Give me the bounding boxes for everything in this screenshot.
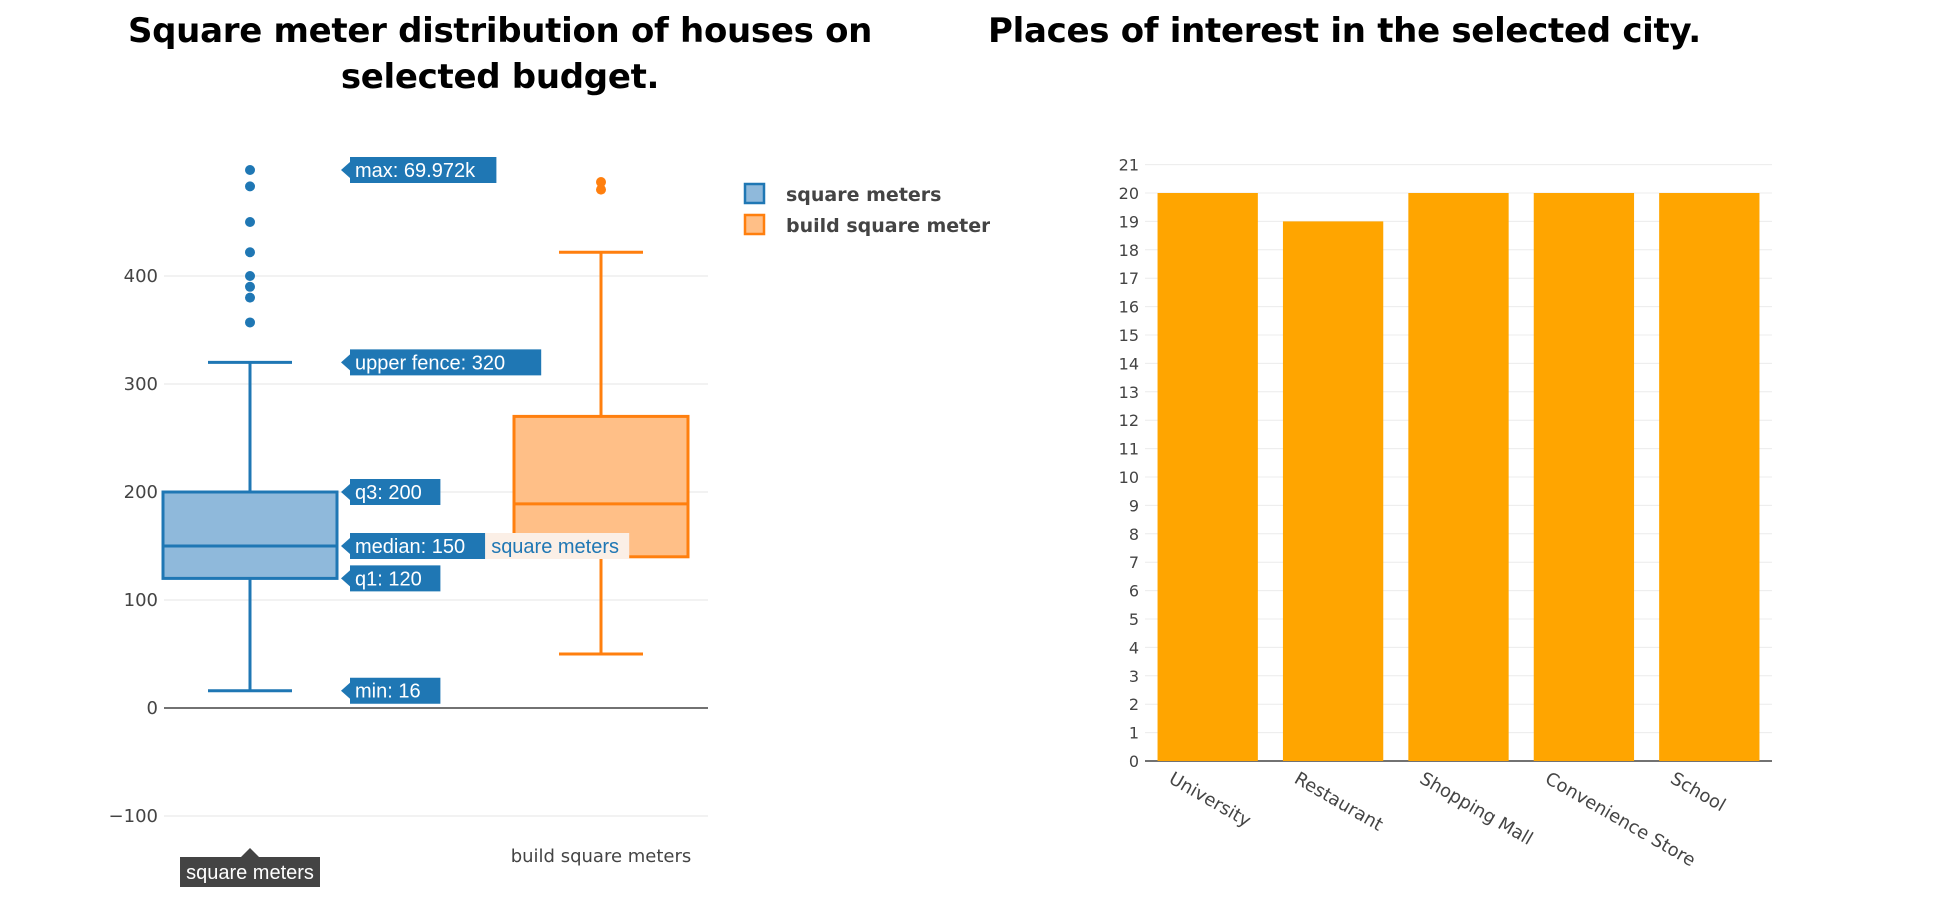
bar-shopping-mall[interactable] [1408, 193, 1509, 761]
outlier-point [245, 292, 255, 303]
y-tick-label: 11 [1119, 440, 1139, 459]
y-tick-label: 4 [1129, 638, 1139, 657]
outlier-point [245, 317, 255, 328]
y-tick-label: 10 [1119, 468, 1139, 487]
x-tick-label: University [1165, 768, 1254, 832]
bar-convenience-store[interactable] [1533, 193, 1635, 761]
x-tick-label: Shopping Mall [1416, 768, 1536, 850]
x-hover-box [180, 857, 320, 887]
y-tick-label: 3 [1129, 667, 1139, 686]
y-tick-label: 100 [124, 590, 158, 611]
y-tick-label: 6 [1129, 582, 1139, 601]
legend-swatch [743, 182, 766, 205]
y-tick-label: 9 [1129, 496, 1139, 515]
x-tick-label: School [1667, 768, 1729, 816]
legend-swatch [743, 213, 766, 236]
hover-label-box [341, 533, 486, 559]
y-tick-label: 200 [124, 482, 158, 503]
y-tick-label: 17 [1119, 269, 1139, 288]
y-tick-label: 7 [1129, 553, 1139, 572]
box-square-meters[interactable] [161, 181, 339, 693]
legend-label: build square meters [786, 215, 990, 237]
hover-label-median: median: 150 [355, 536, 465, 558]
y-tick-label: 0 [147, 698, 158, 719]
outlier-point [596, 177, 606, 188]
y-tick-label: 12 [1119, 411, 1139, 430]
hover-label-q3: q3: 200 [355, 482, 422, 504]
legend[interactable]: square meters build square meters [743, 182, 990, 237]
x-tick-label: Convenience Store [1541, 768, 1699, 871]
y-tick-label: 16 [1119, 298, 1139, 317]
y-tick-label: 20 [1119, 184, 1139, 203]
outlier-point [596, 184, 606, 195]
hover-label-box [341, 349, 542, 376]
hover-label-min: min: 16 [355, 681, 421, 703]
outlier-point-max [245, 165, 255, 175]
y-tick-label: 15 [1119, 326, 1139, 345]
iqr-box [161, 490, 339, 580]
x-tick-label: build square meters [511, 846, 692, 867]
outlier-point [245, 181, 255, 192]
y-tick-label: 19 [1119, 212, 1139, 231]
hover-label-box [341, 677, 441, 704]
hover-trace-label: square meters [491, 536, 619, 558]
outlier-point [245, 271, 255, 281]
x-hover-text: square meters [186, 862, 314, 884]
legend-label: square meters [786, 184, 941, 206]
outlier-point [245, 247, 255, 258]
y-tick-label: 300 [124, 374, 158, 395]
legend-item[interactable]: build square meters [743, 213, 990, 237]
hover-tooltip: max: 69.972k upper fence: 320 q3: 200 media… [341, 157, 630, 704]
x-hover-arrow [241, 848, 259, 857]
hover-label-box [341, 565, 441, 592]
bar-chart-title: Places of interest in the selected city. [988, 11, 1701, 51]
hover-label-max: max: 69.972k [355, 160, 476, 182]
hover-label-box [341, 479, 441, 505]
y-tick-label: 1 [1129, 724, 1139, 743]
y-tick-label: 8 [1129, 525, 1139, 544]
bar-school[interactable] [1659, 193, 1760, 761]
y-tick-label: 18 [1119, 241, 1139, 260]
hover-label-box [341, 157, 497, 183]
outlier-point [245, 217, 255, 227]
y-tick-label: 0 [1129, 752, 1139, 771]
y-tick-label: 13 [1119, 383, 1139, 402]
outlier-point [245, 281, 255, 292]
bar-restaurant[interactable] [1282, 221, 1384, 761]
box-chart-title: Square meter distribution of houses on s… [127, 11, 873, 97]
x-hover-label: square meters [180, 848, 320, 887]
y-tick-label: −100 [109, 806, 158, 827]
hover-label-upper_fence: upper fence: 320 [355, 352, 505, 374]
x-tick-label: Restaurant [1291, 768, 1387, 835]
bar-university[interactable] [1157, 193, 1258, 761]
y-tick-label: 5 [1129, 610, 1139, 629]
hover-label-q1: q1: 120 [355, 568, 422, 590]
legend-item[interactable]: square meters [743, 182, 941, 206]
y-tick-label: 21 [1119, 156, 1139, 175]
hover-trace-box [485, 533, 630, 559]
y-tick-label: 2 [1129, 695, 1139, 714]
y-tick-label: 400 [124, 266, 158, 287]
box-build-square-meters[interactable] [512, 177, 690, 656]
y-tick-label: 14 [1119, 354, 1139, 373]
